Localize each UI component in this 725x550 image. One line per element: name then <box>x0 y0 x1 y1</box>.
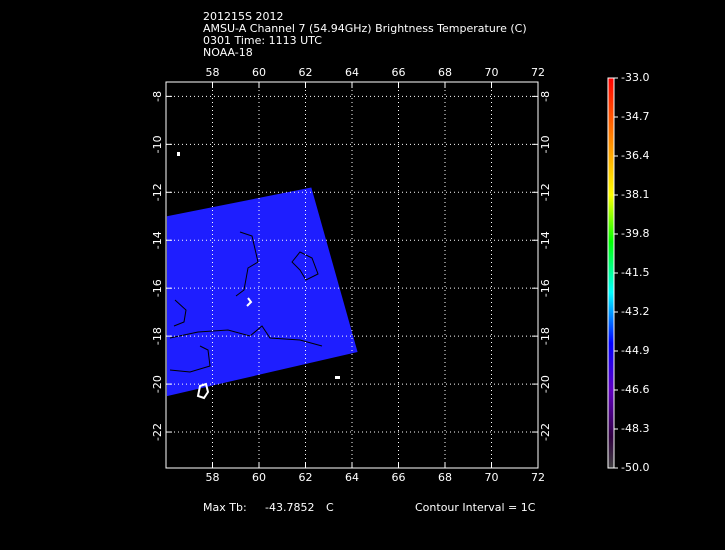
x-tick-label: 62 <box>299 471 313 484</box>
x-tick-label: 58 <box>206 66 220 79</box>
y-tick-label: -22 <box>539 423 552 441</box>
y-tick-label: -8 <box>151 91 164 102</box>
x-tick-label: 72 <box>531 471 545 484</box>
colorbar-tick-label: -46.6 <box>621 383 649 396</box>
contour-line <box>235 231 259 297</box>
max-label: Max Tb: <box>203 501 247 514</box>
feature <box>196 382 210 400</box>
colorbar-tick-label: -34.7 <box>621 110 649 123</box>
contour-interval: Contour Interval = 1C <box>415 501 536 514</box>
colorbar-tick-label: -43.2 <box>621 305 649 318</box>
colorbar-tick-label: -48.3 <box>621 422 649 435</box>
x-tick-label: 64 <box>345 66 359 79</box>
y-tick-label: -14 <box>539 231 552 249</box>
header-line: AMSU-A Channel 7 (54.94GHz) Brightness T… <box>203 22 527 35</box>
y-tick-label: -10 <box>539 135 552 153</box>
colorbar-tick-label: -44.9 <box>621 344 649 357</box>
header-line: 201215S 2012 <box>203 10 283 23</box>
plot-frame <box>165 81 539 469</box>
colorbar-ticks: -33.0 -34.7 -36.4 -38.1 -39.8 -41.5 -43.2 -44.9… <box>614 71 649 474</box>
y-tick-label: -12 <box>539 183 552 201</box>
x-tick-label: 60 <box>252 471 266 484</box>
y-tick-label: -10 <box>151 135 164 153</box>
y-tick-label: -16 <box>151 279 164 297</box>
contour-line <box>169 325 323 347</box>
y-tick-label: -12 <box>151 183 164 201</box>
colorbar-tick-label: -36.4 <box>621 149 649 162</box>
y-tick-label: -16 <box>539 279 552 297</box>
x-tick-label: 66 <box>392 66 406 79</box>
feature <box>335 376 340 379</box>
colorbar-tick-label: -33.0 <box>621 71 649 84</box>
x-tick-label: 58 <box>206 471 220 484</box>
x-tick-label: 68 <box>438 66 452 79</box>
max-value: -43.7852 <box>265 501 314 514</box>
x-tick-label: 66 <box>392 471 406 484</box>
colorbar-tick-label: -50.0 <box>621 461 649 474</box>
y-tick-label: -18 <box>151 327 164 345</box>
x-tick-label: 68 <box>438 471 452 484</box>
colorbar-tick-label: -41.5 <box>621 266 649 279</box>
x-tick-label: 70 <box>485 66 499 79</box>
header-line: 0301 Time: 1113 UTC <box>203 34 322 47</box>
max-unit: C <box>326 501 334 514</box>
y-tick-label: -20 <box>151 375 164 393</box>
x-tick-label: 70 <box>485 471 499 484</box>
swath <box>166 187 358 397</box>
x-tick-label: 60 <box>252 66 266 79</box>
y-tick-label: -22 <box>151 423 164 441</box>
x-tick-label: 72 <box>531 66 545 79</box>
colorbar <box>607 77 615 469</box>
y-tick-label: -14 <box>151 231 164 249</box>
colorbar-tick-label: -38.1 <box>621 188 649 201</box>
contour-line <box>173 299 187 327</box>
plot-area: 58 58 60 60 62 62 64 64 66 66 68 68 70 70 72 72 -8 -8 -10 -… <box>151 66 552 484</box>
y-tick-label: -18 <box>539 327 552 345</box>
contour-line <box>169 345 211 373</box>
x-tick-label: 62 <box>299 66 313 79</box>
header-line: NOAA-18 <box>203 46 253 59</box>
feature <box>246 297 253 307</box>
feature <box>177 152 180 156</box>
contour-line <box>291 251 319 281</box>
colorbar-tick-label: -39.8 <box>621 227 649 240</box>
y-tick-label: -20 <box>539 375 552 393</box>
y-tick-label: -8 <box>539 91 552 102</box>
x-tick-label: 64 <box>345 471 359 484</box>
